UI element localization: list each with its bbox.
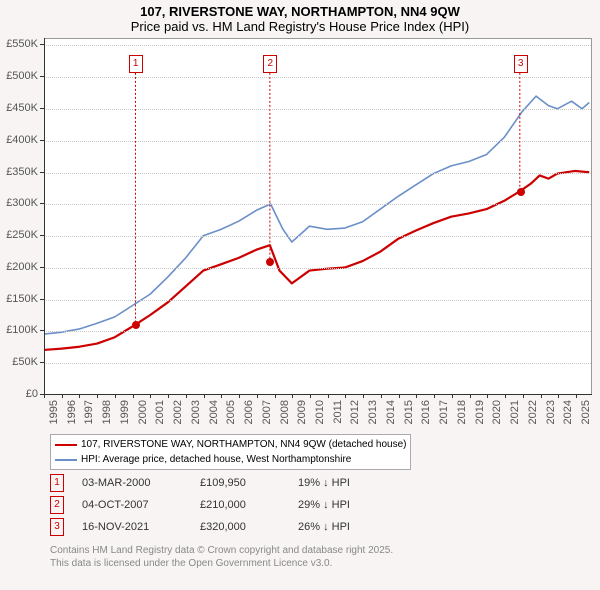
sale-marker-box: 2 xyxy=(263,55,277,73)
x-tick-label: 2002 xyxy=(172,400,184,424)
x-tick-label: 2019 xyxy=(474,400,486,424)
series-svg xyxy=(44,39,591,394)
title-line2: Price paid vs. HM Land Registry's House … xyxy=(0,19,600,34)
x-tick-label: 2000 xyxy=(137,400,149,424)
x-tick-label: 2007 xyxy=(261,400,273,424)
x-tick-label: 2010 xyxy=(314,400,326,424)
x-tick-label: 2021 xyxy=(509,400,521,424)
gridline xyxy=(44,363,591,364)
y-axis-line xyxy=(44,38,45,394)
x-tick-label: 2015 xyxy=(403,400,415,424)
table-marker-box: 3 xyxy=(50,518,64,536)
sales-table: 1 03-MAR-2000 £109,950 19% ↓ HPI 2 04-OCT-200… xyxy=(50,472,388,538)
x-tick-label: 2022 xyxy=(527,400,539,424)
attribution: Contains HM Land Registry data © Crown c… xyxy=(50,544,393,570)
x-tick-label: 1999 xyxy=(119,400,131,424)
table-price: £320,000 xyxy=(200,521,280,533)
table-row: 1 03-MAR-2000 £109,950 19% ↓ HPI xyxy=(50,472,388,494)
table-row: 3 16-NOV-2021 £320,000 26% ↓ HPI xyxy=(50,516,388,538)
title-block: 107, RIVERSTONE WAY, NORTHAMPTON, NN4 9Q… xyxy=(0,0,600,34)
x-tick-label: 2012 xyxy=(349,400,361,424)
x-tick-label: 2008 xyxy=(279,400,291,424)
y-tick-label: £250K xyxy=(2,229,38,241)
x-tick-label: 1998 xyxy=(101,400,113,424)
legend-swatch xyxy=(55,459,77,461)
series-price_paid xyxy=(44,171,589,350)
gridline xyxy=(44,45,591,46)
table-date: 03-MAR-2000 xyxy=(82,477,182,489)
x-tick-label: 2011 xyxy=(332,400,344,424)
table-price: £109,950 xyxy=(200,477,280,489)
attribution-line2: This data is licensed under the Open Gov… xyxy=(50,557,393,570)
x-tick-label: 2013 xyxy=(367,400,379,424)
y-tick-label: £50K xyxy=(2,356,38,368)
x-tick-label: 2023 xyxy=(545,400,557,424)
legend-label: HPI: Average price, detached house, West… xyxy=(81,454,351,465)
x-tick-label: 2020 xyxy=(491,400,503,424)
y-tick-label: £150K xyxy=(2,293,38,305)
gridline xyxy=(44,236,591,237)
attribution-line1: Contains HM Land Registry data © Crown c… xyxy=(50,544,393,557)
sale-marker-dot xyxy=(266,258,274,266)
x-tick-label: 1997 xyxy=(83,400,95,424)
table-pct: 29% ↓ HPI xyxy=(298,499,388,511)
plot-area: 1 2 3 xyxy=(44,38,592,394)
y-tick-label: £200K xyxy=(2,261,38,273)
sale-marker-dot xyxy=(132,321,140,329)
legend-label: 107, RIVERSTONE WAY, NORTHAMPTON, NN4 9Q… xyxy=(81,439,406,450)
y-tick-label: £550K xyxy=(2,38,38,50)
table-date: 04-OCT-2007 xyxy=(82,499,182,511)
y-tick-label: £100K xyxy=(2,324,38,336)
gridline xyxy=(44,331,591,332)
table-price: £210,000 xyxy=(200,499,280,511)
y-tick-label: £0 xyxy=(2,388,38,400)
gridline xyxy=(44,141,591,142)
x-tick-label: 2009 xyxy=(296,400,308,424)
series-hpi xyxy=(44,96,589,334)
sale-marker-dot xyxy=(517,188,525,196)
sale-marker-box: 3 xyxy=(514,55,528,73)
gridline xyxy=(44,109,591,110)
table-marker-box: 1 xyxy=(50,474,64,492)
gridline xyxy=(44,268,591,269)
x-tick-label: 2004 xyxy=(208,400,220,424)
legend-row: 107, RIVERSTONE WAY, NORTHAMPTON, NN4 9Q… xyxy=(55,437,406,452)
gridline xyxy=(44,300,591,301)
title-line1: 107, RIVERSTONE WAY, NORTHAMPTON, NN4 9Q… xyxy=(0,4,600,19)
gridline xyxy=(44,204,591,205)
x-tick-label: 1996 xyxy=(66,400,78,424)
table-pct: 19% ↓ HPI xyxy=(298,477,388,489)
x-tick-label: 2018 xyxy=(456,400,468,424)
x-tick-label: 2006 xyxy=(243,400,255,424)
x-axis-line xyxy=(44,394,592,395)
y-tick-label: £500K xyxy=(2,70,38,82)
table-row: 2 04-OCT-2007 £210,000 29% ↓ HPI xyxy=(50,494,388,516)
table-marker-box: 2 xyxy=(50,496,64,514)
legend-row: HPI: Average price, detached house, West… xyxy=(55,452,406,467)
x-tick-label: 2025 xyxy=(580,400,592,424)
legend-swatch xyxy=(55,444,77,446)
x-tick-label: 2005 xyxy=(225,400,237,424)
x-tick-label: 2014 xyxy=(385,400,397,424)
y-tick-label: £300K xyxy=(2,197,38,209)
x-tick-label: 2016 xyxy=(420,400,432,424)
legend: 107, RIVERSTONE WAY, NORTHAMPTON, NN4 9Q… xyxy=(50,434,411,470)
chart-container: 107, RIVERSTONE WAY, NORTHAMPTON, NN4 9Q… xyxy=(0,0,600,590)
y-tick-label: £350K xyxy=(2,166,38,178)
table-pct: 26% ↓ HPI xyxy=(298,521,388,533)
sale-marker-box: 1 xyxy=(129,55,143,73)
x-tick-label: 2001 xyxy=(154,400,166,424)
y-tick-label: £400K xyxy=(2,134,38,146)
y-tick-label: £450K xyxy=(2,102,38,114)
gridline xyxy=(44,77,591,78)
table-date: 16-NOV-2021 xyxy=(82,521,182,533)
gridline xyxy=(44,173,591,174)
x-tick-label: 2017 xyxy=(438,400,450,424)
x-tick-label: 2024 xyxy=(562,400,574,424)
x-tick-label: 2003 xyxy=(190,400,202,424)
x-tick-label: 1995 xyxy=(48,400,60,424)
